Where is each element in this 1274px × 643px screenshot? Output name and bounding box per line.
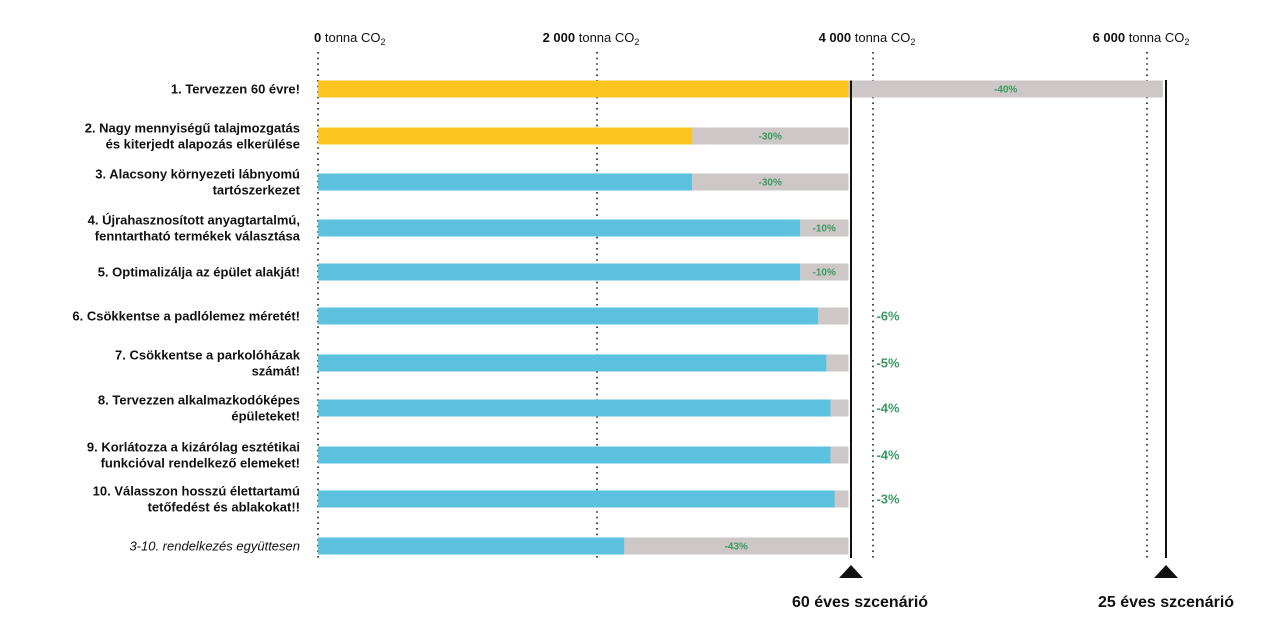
category-label: 3-10. rendelkezés együttesen [129,539,300,554]
bar-value [318,173,692,191]
bar-value [318,127,692,145]
bar-value [318,446,831,464]
reduction-label: -4% [876,401,900,416]
reduction-label: -5% [876,356,900,371]
bar-value [318,263,800,281]
reduction-label: -40% [994,85,1017,96]
category-label: 7. Csökkentse a parkolóházak számát! [115,348,301,379]
scenario-label: 25 éves szcenárió [1098,594,1234,611]
reduction-label: -43% [725,542,748,553]
x-axis-ticks: 0 tonna CO2 2 000 tonna CO2 4 000 tonna CO… [314,30,1189,47]
x-tick-label: 4 000 tonna CO2 [819,30,916,47]
triangle-marker-icon [839,565,863,578]
bar-value [318,80,849,98]
x-tick-label: 0 tonna CO2 [314,30,386,47]
category-label: 2. Nagy mennyiségű talajmozgatás és kiter… [85,121,300,152]
category-label: 5. Optimalizálja az épület alakját! [98,265,300,280]
bar-value [318,399,831,417]
bar-value [318,490,835,508]
triangle-marker-icon [1154,565,1178,578]
reduction-label: -3% [876,492,900,507]
x-tick-label: 6 000 tonna CO2 [1093,30,1190,47]
category-label: 3. Alacsony környezeti lábnyomú tartószer… [95,167,300,198]
category-label: 1. Tervezzen 60 évre! [171,82,300,97]
bar-value [318,219,800,237]
x-tick-label: 2 000 tonna CO2 [543,30,640,47]
reduction-label: -10% [813,268,836,279]
bar-value [318,307,818,325]
category-labels: 1. Tervezzen 60 évre! 2. Nagy mennyiségű … [72,82,300,554]
bar-value [318,537,625,555]
category-label: 8. Tervezzen alkalmazkodóképes épületeket… [98,393,300,424]
category-label: 6. Csökkentse a padlólemez méretét! [72,309,300,324]
category-label: 4. Újrahasznosított anyagtartalmú, fennta… [88,213,301,244]
category-label: 10. Válasszon hosszú élettartamú tetőfedé… [93,484,300,515]
category-label: 9. Korlátozza a kizárólag esztétikai funk… [87,440,300,471]
reduction-label: -4% [876,448,900,463]
reduction-label: -6% [876,309,900,324]
reduction-label: -30% [759,178,782,189]
bars: -40% -30% -30% -10% -10% -6% -5% -4% -4% -3% -43% [318,80,1163,555]
scenario-label: 60 éves szcenárió [792,594,928,611]
reference-lines: 60 éves szcenárió 25 éves szcenárió [792,80,1234,611]
reduction-label: -30% [759,132,782,143]
reduction-label: -10% [813,224,836,235]
bar-value [318,354,827,372]
